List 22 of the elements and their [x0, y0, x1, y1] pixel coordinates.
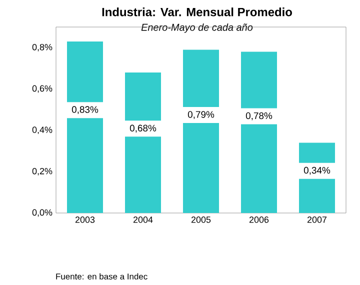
x-tick-label: 2004 — [133, 216, 153, 223]
x-tick-label: 2007 — [307, 216, 327, 223]
x-tick-label: 2003 — [75, 216, 95, 223]
y-tick-label: 0,6% — [32, 85, 52, 93]
chart-title: Industria: Var. Mensual Promedio — [102, 8, 292, 16]
data-label: 0,83% — [72, 106, 98, 114]
bar — [67, 41, 103, 213]
data-label: 0,78% — [246, 112, 272, 120]
chart-subtitle: Enero-Mayo de cada año — [141, 24, 253, 33]
x-tick-label: 2005 — [191, 216, 211, 223]
bar — [125, 72, 161, 213]
y-tick-label: 0,4% — [32, 126, 52, 134]
y-tick-label: 0,8% — [32, 44, 52, 52]
bar — [241, 52, 277, 213]
y-tick-label: 0,0% — [32, 209, 52, 217]
bar — [183, 50, 219, 213]
data-label: 0,68% — [130, 124, 156, 133]
source-note: Fuente: en base a Indec — [56, 273, 148, 280]
data-label: 0,79% — [188, 111, 214, 119]
data-label: 0,34% — [304, 166, 330, 175]
y-tick-label: 0,2% — [32, 168, 52, 176]
x-tick-label: 2006 — [249, 216, 269, 223]
